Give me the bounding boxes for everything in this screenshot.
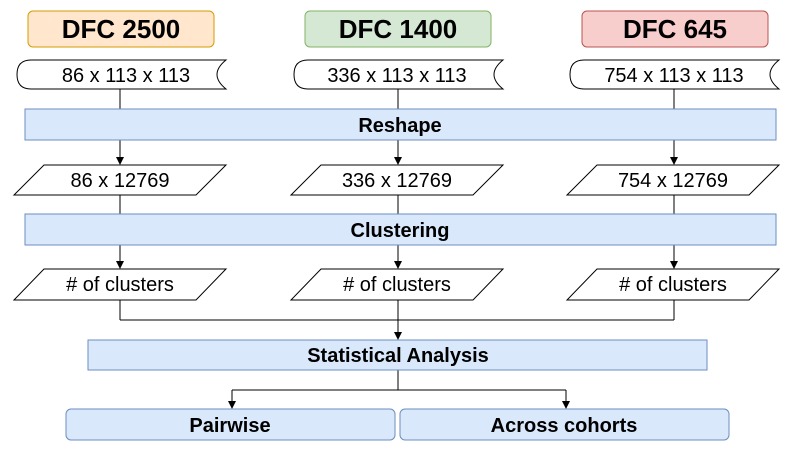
clusters-2-label: # of clusters (343, 274, 451, 296)
reshaped-data-1: 86 x 12769 (12, 164, 228, 196)
cohort-title-2: DFC 1400 (304, 10, 492, 48)
connectors (116, 89, 678, 409)
reshaped-data-3: 754 x 12769 (565, 164, 781, 196)
reshape-step: Reshape (24, 108, 777, 141)
matrix-3-label: 754 x 113 x 113 (604, 65, 743, 87)
clusters-data-2: # of clusters (289, 268, 505, 301)
across-cohorts-output: Across cohorts (399, 408, 730, 441)
cohort-title-1-label: DFC 2500 (62, 14, 181, 44)
clustering-label: Clustering (351, 220, 450, 242)
reshaped-3-label: 754 x 12769 (618, 170, 728, 192)
matrix-shape-2: 336 x 113 x 113 (293, 59, 505, 90)
clustering-step: Clustering (24, 213, 777, 246)
statistical-analysis-label: Statistical Analysis (307, 345, 489, 367)
clusters-data-1: # of clusters (12, 268, 228, 301)
matrix-shape-3: 754 x 113 x 113 (569, 59, 781, 90)
clusters-data-3: # of clusters (565, 268, 781, 301)
reshaped-1-label: 86 x 12769 (71, 170, 170, 192)
cohort-title-2-label: DFC 1400 (339, 14, 458, 44)
cohort-title-3-label: DFC 645 (623, 14, 727, 44)
clusters-1-label: # of clusters (66, 274, 174, 296)
pairwise-output: Pairwise (65, 408, 396, 441)
pairwise-label: Pairwise (189, 415, 270, 437)
cohort-title-1: DFC 2500 (27, 10, 215, 48)
matrix-shape-1: 86 x 113 x 113 (16, 59, 228, 90)
clusters-3-label: # of clusters (619, 274, 727, 296)
matrix-1-label: 86 x 113 x 113 (62, 65, 190, 87)
reshaped-data-2: 336 x 12769 (289, 164, 505, 196)
cohort-title-3: DFC 645 (581, 10, 769, 48)
reshape-label: Reshape (358, 115, 441, 137)
statistical-analysis-step: Statistical Analysis (87, 339, 708, 371)
across-cohorts-label: Across cohorts (491, 415, 638, 437)
matrix-2-label: 336 x 113 x 113 (327, 65, 466, 87)
reshaped-2-label: 336 x 12769 (342, 170, 452, 192)
